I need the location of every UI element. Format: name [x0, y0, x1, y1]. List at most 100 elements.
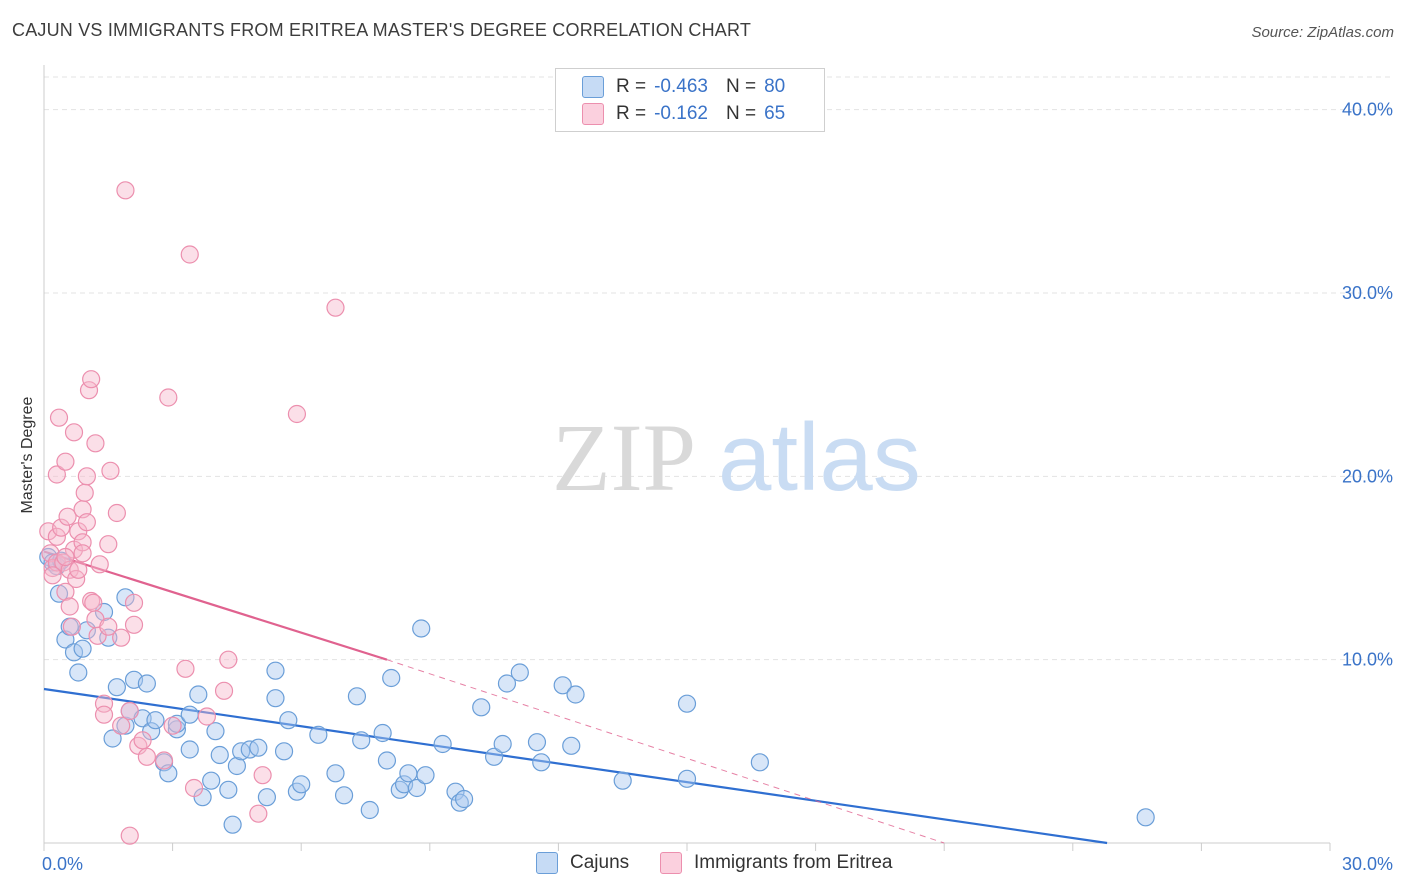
legend-r-value: -0.463 — [654, 76, 708, 97]
cajun-point — [562, 736, 581, 755]
legend-row-cajuns: R = -0.463 N = 80 — [582, 74, 785, 100]
eritrea-point — [49, 408, 69, 427]
cajun-point — [180, 705, 199, 724]
eritrea-point — [249, 804, 268, 823]
eritrea-point — [163, 716, 182, 735]
eritrea-point — [94, 705, 114, 724]
eritrea-point — [197, 707, 216, 726]
eritrea-point — [75, 483, 94, 502]
cajun-point — [69, 663, 88, 682]
cajun-point — [377, 751, 397, 770]
eritrea-point — [326, 298, 345, 317]
eritrea-point — [219, 650, 238, 669]
tick-labels: 10.0% 20.0% 30.0% 40.0% 0.0% 30.0% — [42, 100, 1393, 874]
cajun-point — [407, 778, 427, 798]
legend-r-value: -0.162 — [654, 103, 708, 124]
source-credit: Source: ZipAtlas.com — [1251, 24, 1394, 41]
cajun-point — [266, 689, 285, 708]
x-tick-label: 0.0% — [42, 854, 83, 874]
cajun-point — [146, 711, 165, 730]
cajun-point — [382, 668, 401, 688]
cajun-point — [103, 729, 122, 748]
y-tick-label: 20.0% — [1342, 466, 1393, 486]
eritrea-point — [112, 628, 131, 647]
cajun-point — [553, 676, 572, 695]
eritrea-point — [77, 467, 96, 486]
series-legend: Cajuns Immigrants from Eritrea — [0, 852, 1406, 878]
cajun-point — [352, 731, 371, 750]
eritrea-point — [101, 461, 120, 480]
axes — [43, 65, 1331, 851]
cajun-point — [257, 788, 277, 807]
y-axis-label: Master's Degree — [19, 396, 36, 513]
eritrea-point — [77, 513, 96, 532]
eritrea-point — [90, 555, 109, 574]
cajun-point — [309, 725, 328, 744]
eritrea-point — [73, 544, 92, 563]
eritrea-point — [112, 716, 131, 735]
legend-item-eritrea[interactable]: Immigrants from Eritrea — [660, 852, 892, 874]
cajuns-label: Cajuns — [570, 852, 630, 873]
eritrea-point — [56, 547, 75, 567]
eritrea-point — [79, 381, 99, 400]
legend-n-value: 80 — [764, 76, 786, 97]
cajun-point — [223, 815, 242, 834]
cajun-point — [677, 694, 697, 713]
legend-n-label: N = — [725, 103, 757, 124]
gridlines — [44, 76, 1392, 661]
watermark-zip: ZIP — [552, 404, 696, 511]
cajun-point — [206, 722, 225, 741]
cajun-point — [266, 661, 285, 680]
cajun-point — [532, 753, 551, 772]
cajun-point — [137, 674, 156, 693]
chart-title: CAJUN VS IMMIGRANTS FROM ERITREA MASTER'… — [12, 20, 752, 40]
eritrea-point — [58, 507, 77, 526]
eritrea-point — [287, 404, 307, 424]
cajun-point — [677, 769, 697, 788]
eritrea-point — [124, 615, 144, 634]
eritrea-trend-extension — [386, 659, 945, 844]
watermark-atlas: atlas — [718, 404, 921, 511]
cajun-point — [279, 711, 298, 730]
legend-r-label: R = — [616, 103, 647, 124]
cajun-point — [49, 584, 69, 603]
cajun-point — [454, 789, 474, 809]
eritrea-point — [41, 544, 60, 563]
cajun-point — [493, 734, 512, 754]
x-tick-label: 30.0% — [1342, 854, 1393, 874]
cajun-point — [416, 766, 435, 785]
cajun-point — [189, 685, 208, 704]
legend-r-label: R = — [616, 76, 647, 97]
cajun-point — [227, 756, 246, 776]
eritrea-point — [52, 518, 71, 537]
cajun-point — [347, 687, 367, 706]
cajun-point — [202, 771, 221, 790]
cajun-point — [412, 619, 431, 638]
legend-swatch-pink — [582, 103, 604, 125]
eritrea-swatch — [660, 852, 682, 874]
legend-n-label: N = — [725, 76, 757, 97]
correlation-legend: R = -0.463 N = 80 R = -0.162 N = 65 — [555, 68, 825, 132]
eritrea-point — [214, 681, 234, 700]
eritrea-point — [120, 826, 139, 845]
eritrea-point — [62, 617, 81, 636]
cajun-point — [274, 742, 294, 761]
cajun-point — [210, 745, 229, 765]
eritrea-point — [124, 593, 144, 612]
cajun-point — [107, 678, 126, 697]
cajun-point — [750, 753, 769, 772]
legend-item-cajuns[interactable]: Cajuns — [536, 852, 629, 874]
eritrea-trend-line — [43, 550, 388, 661]
eritrea-point — [56, 582, 75, 601]
eritrea-point — [64, 423, 84, 442]
cajun-point — [219, 780, 238, 799]
eritrea-point — [184, 778, 204, 798]
cajun-point — [326, 764, 345, 783]
y-tick-label: 40.0% — [1342, 100, 1393, 120]
cajun-point — [613, 771, 632, 790]
cajun-point — [510, 663, 529, 682]
eritrea-point — [154, 751, 174, 770]
legend-swatch-blue — [582, 76, 604, 98]
eritrea-point — [47, 527, 66, 546]
cajun-point — [180, 740, 199, 759]
